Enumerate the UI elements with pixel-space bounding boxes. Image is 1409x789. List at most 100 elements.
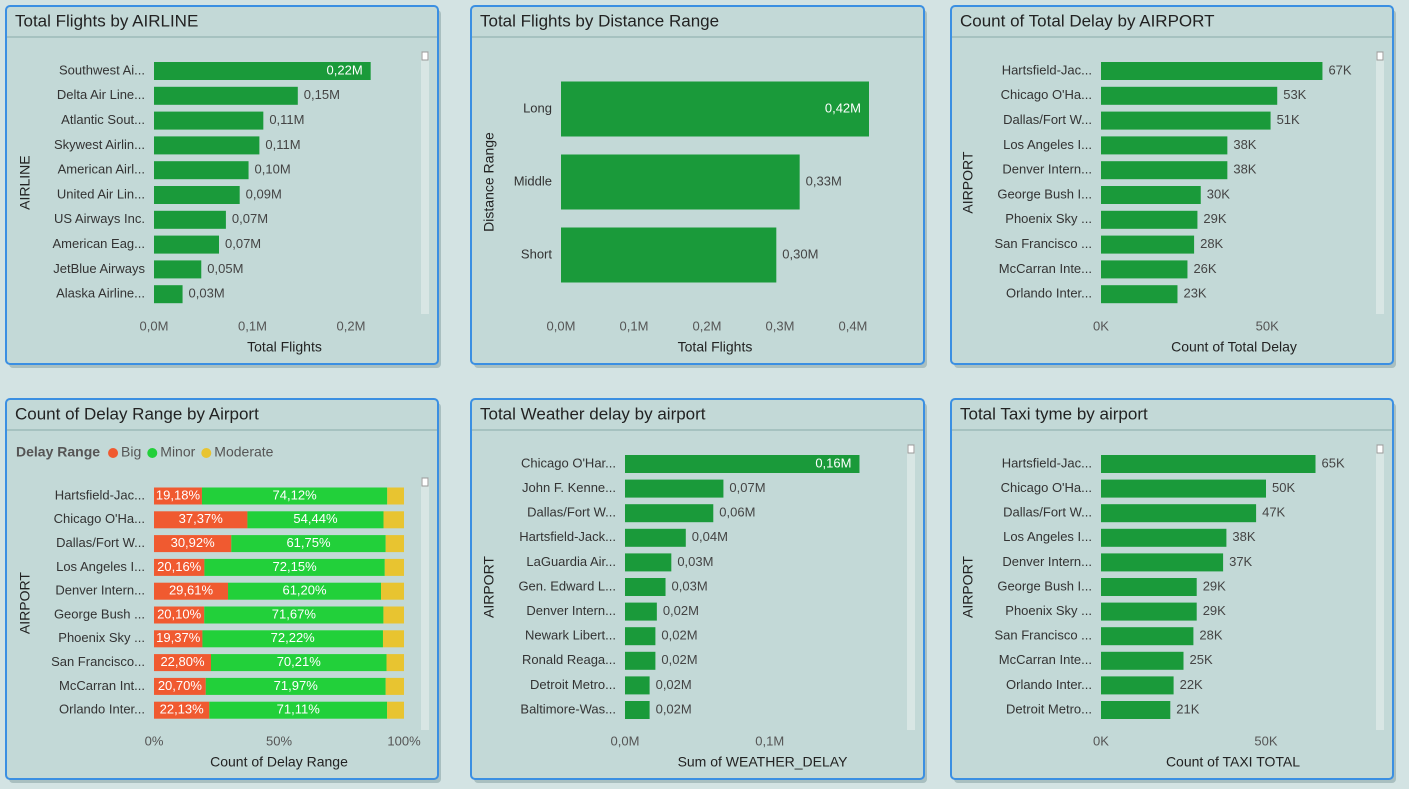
value-label: 61,75% [286, 535, 331, 550]
panel-title: Total Taxi tyme by airport [960, 404, 1148, 423]
value-label: 22K [1180, 677, 1203, 692]
bar [625, 479, 724, 498]
panel: Total Flights by AIRLINE AIRLINE Total Fli… [5, 5, 441, 368]
category-label: Hartsfield-Jack... [519, 529, 616, 544]
category-label: Chicago O'Har... [521, 455, 616, 470]
bar-segment [381, 582, 404, 600]
category-label: Gen. Edward L... [518, 578, 616, 593]
scrollbar-thumb [907, 444, 915, 454]
category-label: Baltimore-Was... [520, 701, 616, 716]
bar [1101, 651, 1184, 670]
value-label: 70,21% [277, 654, 322, 669]
category-label: Orlando Inter... [59, 702, 145, 717]
legend-label: Moderate [214, 444, 273, 460]
x-axis-title: Total Flights [678, 339, 753, 355]
bar-segment [247, 511, 384, 529]
category-label: Dallas/Fort W... [527, 505, 616, 520]
panel-title: Count of Total Delay by AIRPORT [960, 11, 1215, 30]
category-label: Atlantic Sout... [61, 112, 145, 127]
legend-label: Big [121, 444, 141, 460]
value-label: 47K [1262, 505, 1285, 520]
bar [1101, 62, 1323, 80]
bar-segment [383, 606, 404, 624]
value-label: 0,03M [677, 554, 713, 569]
value-label: 30,92% [171, 535, 216, 550]
value-label: 19,37% [156, 630, 201, 645]
scrollbar-thumb [1376, 444, 1384, 454]
category-label: United Air Lin... [57, 186, 145, 201]
value-label: 53K [1283, 87, 1306, 102]
value-label: 72,15% [273, 559, 318, 574]
bar [154, 186, 240, 204]
value-label: 0,30M [782, 246, 818, 261]
bar [1101, 701, 1171, 719]
bar-segment [154, 511, 248, 529]
legend-title: Delay Range [16, 444, 100, 460]
bar-segment [154, 677, 206, 695]
panel-title: Total Flights by Distance Range [480, 11, 719, 30]
bar [561, 81, 869, 137]
bar [625, 651, 656, 670]
bar [1101, 186, 1201, 204]
bar-segment [385, 677, 404, 695]
value-label: 20,70% [158, 678, 203, 693]
x-axis-title: Count of Delay Range [210, 754, 348, 770]
bar-segment [201, 487, 388, 505]
value-label: 0,11M [269, 112, 304, 127]
x-axis-title: Count of TAXI TOTAL [1166, 754, 1300, 770]
value-label: 20,16% [157, 559, 202, 574]
bar [625, 455, 860, 473]
category-label: Newark Libert... [525, 628, 616, 643]
value-label: 65K [1322, 455, 1345, 470]
bar [561, 227, 777, 283]
value-label: 0,04M [692, 529, 728, 544]
scrollbar-thumb [421, 477, 429, 487]
y-axis-title: Distance Range [481, 132, 497, 232]
value-label: 0,05M [207, 261, 243, 276]
x-tick-label: 50K [1256, 318, 1279, 333]
value-label: 29,61% [169, 583, 214, 598]
value-label: 0,02M [661, 652, 697, 667]
scrollbar-thumb [1376, 51, 1384, 61]
x-tick-label: 0,4M [838, 318, 867, 333]
category-label: John F. Kenne... [522, 480, 616, 495]
value-label: 0,03M [189, 286, 225, 301]
value-label: 0,07M [729, 480, 765, 495]
bar [1101, 285, 1178, 304]
value-label: 0,42M [825, 100, 861, 115]
value-label: 67K [1328, 62, 1351, 77]
bar-segment [154, 558, 205, 576]
value-label: 38K [1232, 529, 1255, 544]
bar-segment [211, 654, 387, 672]
bar [154, 161, 249, 180]
value-label: 0,03M [672, 578, 708, 593]
bar-segment [154, 654, 211, 672]
panel: Total Weather delay by airport AIRPORT Sum… [470, 398, 927, 783]
value-label: 19,18% [156, 487, 201, 502]
bar-segment [154, 535, 232, 553]
category-label: Delta Air Line... [57, 87, 145, 102]
value-label: 30K [1207, 186, 1230, 201]
x-tick-label: 0,2M [693, 318, 722, 333]
category-label: Detroit Metro... [530, 677, 616, 692]
bar [625, 553, 672, 572]
x-tick-label: 100% [387, 733, 421, 748]
category-label: Denver Intern... [55, 583, 145, 598]
value-label: 0,22M [327, 62, 363, 77]
value-label: 22,80% [160, 654, 205, 669]
category-label: Los Angeles I... [1003, 137, 1092, 152]
bar [154, 285, 183, 304]
bar [1101, 676, 1174, 695]
value-label: 0,11M [265, 137, 300, 152]
value-label: 0,16M [815, 455, 851, 470]
value-label: 54,44% [293, 511, 338, 526]
value-label: 0,02M [661, 628, 697, 643]
legend-marker [108, 448, 119, 458]
category-label: Chicago O'Ha... [1001, 87, 1092, 102]
category-label: Alaska Airline... [56, 286, 145, 301]
value-label: 28K [1200, 236, 1223, 251]
bar-segment [383, 511, 404, 529]
bar [625, 578, 666, 596]
bar-segment [385, 535, 404, 553]
category-label: Middle [514, 173, 552, 188]
